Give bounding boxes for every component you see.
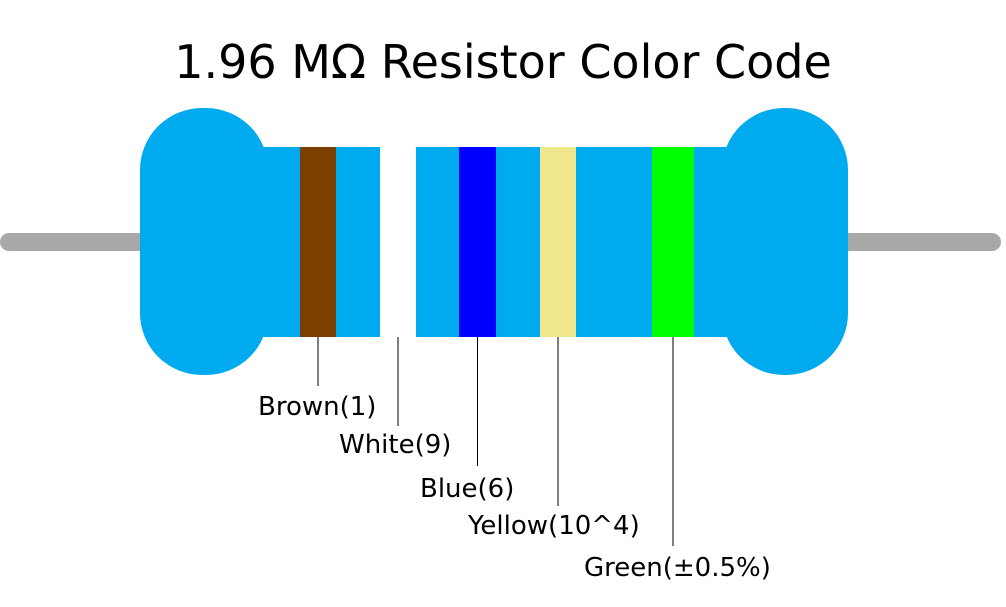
band-label: Yellow(10^4) [467,511,640,541]
band-label: White(9) [339,430,451,460]
cap-left [140,108,268,375]
cap-right [722,108,848,375]
band [459,147,496,337]
band-label: Blue(6) [420,474,514,504]
band [652,147,694,337]
band [300,147,336,337]
bands: Brown(1) White(9) Blue(6) Yellow(10^4) Green… [258,147,771,583]
band-label: Green(±0.5%) [584,553,771,583]
band [380,147,416,337]
band-label: Brown(1) [258,392,376,422]
band [540,147,576,337]
title: 1.96 MΩ Resistor Color Code [174,35,832,89]
